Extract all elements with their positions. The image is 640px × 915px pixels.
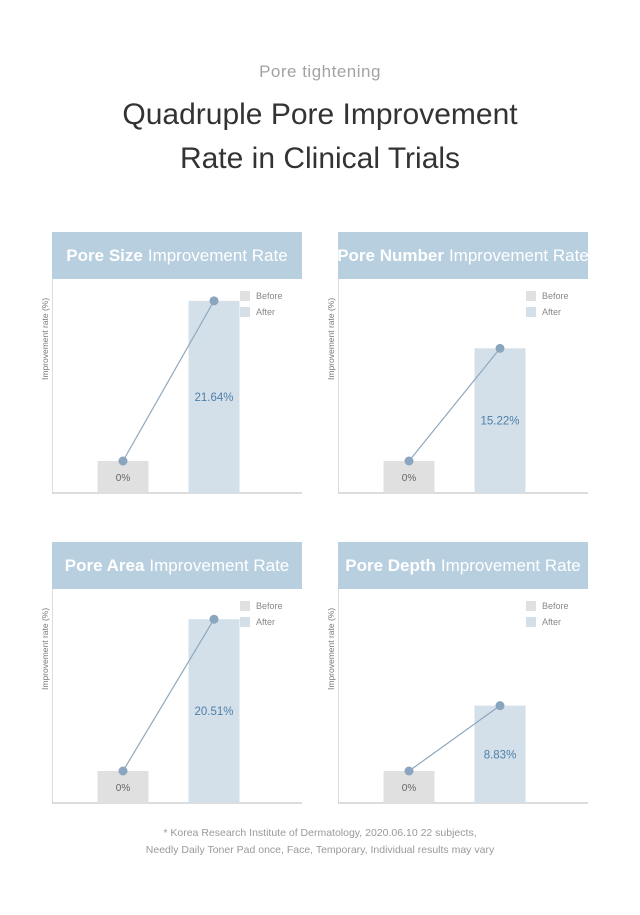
legend-swatch-before — [526, 601, 536, 611]
chart-title-bold: Pore Size — [66, 245, 143, 265]
data-label: 8.83% — [484, 749, 517, 761]
chart-plot: 0% 20.51% — [52, 589, 302, 804]
data-point-before — [118, 766, 128, 776]
trend-line — [408, 347, 501, 462]
chart-header: Pore Depth Improvement Rate — [338, 542, 588, 589]
legend-label-after: After — [256, 307, 276, 317]
legend-swatch-after — [526, 307, 536, 317]
chart-title-rest: Improvement Rate — [440, 555, 581, 575]
legend-label-before: Before — [256, 601, 283, 611]
page-title: Quadruple Pore Improvement Rate in Clini… — [0, 93, 640, 181]
chart-title-rest: Improvement Rate — [448, 245, 589, 265]
chart-plot: 0% 15.22% — [338, 279, 588, 494]
data-label: 0% — [116, 783, 131, 794]
chart-pore-depth: Pore Depth Improvement Rate Improvement … — [326, 542, 588, 812]
data-label: 20.51% — [194, 706, 233, 718]
chart-title-rest: Improvement Rate — [147, 245, 288, 265]
chart-legend: Before After — [526, 598, 588, 630]
data-point-after — [495, 701, 505, 711]
data-label: 0% — [116, 473, 131, 484]
trend-line — [122, 300, 215, 462]
chart-title-bold: Pore Depth — [345, 555, 436, 575]
chart-plot: 0% 8.83% — [338, 589, 588, 804]
bar-after — [474, 705, 526, 803]
chart-legend: Before After — [240, 288, 302, 320]
y-axis-label: Improvement rate (%) — [326, 607, 336, 690]
bar-before — [97, 771, 149, 803]
y-axis-label: Improvement rate (%) — [326, 297, 336, 380]
legend-swatch-before — [240, 291, 250, 301]
legend-label-after: After — [256, 617, 276, 627]
chart-plot: 0% 21.64% — [52, 279, 302, 494]
data-label: 0% — [402, 473, 417, 484]
chart-pore-number: Pore Number Improvement Rate Improvement… — [326, 232, 589, 502]
chart-pore-area: Pore Area Improvement Rate Improvement r… — [40, 542, 302, 812]
page-title-line1: Quadruple Pore Improvement — [122, 98, 518, 131]
bar-before — [383, 771, 435, 803]
legend-swatch-after — [240, 617, 250, 627]
legend-swatch-after — [240, 307, 250, 317]
legend-swatch-after — [526, 617, 536, 627]
y-axis-label: Improvement rate (%) — [40, 297, 50, 380]
data-point-before — [404, 456, 414, 466]
chart-header: Pore Number Improvement Rate — [337, 232, 589, 279]
footnote-line2: Needly Daily Toner Pad once, Face, Tempo… — [145, 844, 495, 856]
chart-title-bold: Pore Area — [64, 555, 145, 575]
chart-header: Pore Size Improvement Rate — [52, 232, 302, 279]
data-point-after — [209, 296, 219, 306]
chart-header: Pore Area Improvement Rate — [52, 542, 302, 589]
footnote-line1: * Korea Research Institute of Dermatolog… — [163, 827, 477, 839]
legend-label-before: Before — [256, 291, 283, 301]
trend-line — [122, 618, 215, 772]
bar-before — [97, 461, 149, 493]
y-axis-label: Improvement rate (%) — [40, 607, 50, 690]
chart-legend: Before After — [240, 598, 302, 630]
chart-legend: Before After — [526, 288, 588, 320]
legend-label-after: After — [542, 307, 562, 317]
data-point-before — [118, 456, 128, 466]
legend-label-before: Before — [542, 601, 569, 611]
chart-pore-size: Pore Size Improvement Rate Improvement r… — [40, 232, 302, 502]
legend-label-before: Before — [542, 291, 569, 301]
page-title-line2: Rate in Clinical Trials — [179, 142, 461, 175]
chart-title-rest: Improvement Rate — [149, 555, 290, 575]
data-label: 15.22% — [480, 416, 519, 428]
legend-swatch-before — [526, 291, 536, 301]
footnote: * Korea Research Institute of Dermatolog… — [0, 825, 640, 859]
trend-line — [408, 705, 501, 772]
bar-after — [474, 348, 526, 493]
bar-after — [188, 300, 240, 493]
bar-after — [188, 619, 240, 803]
legend-swatch-before — [240, 601, 250, 611]
data-label: 21.64% — [194, 392, 233, 404]
legend-label-after: After — [542, 617, 562, 627]
data-point-before — [404, 766, 414, 776]
bar-before — [383, 461, 435, 493]
data-label: 0% — [402, 783, 417, 794]
section-subtitle: Pore tightening — [259, 62, 381, 81]
data-point-after — [209, 614, 219, 624]
chart-title-bold: Pore Number — [337, 245, 444, 265]
data-point-after — [495, 343, 505, 353]
